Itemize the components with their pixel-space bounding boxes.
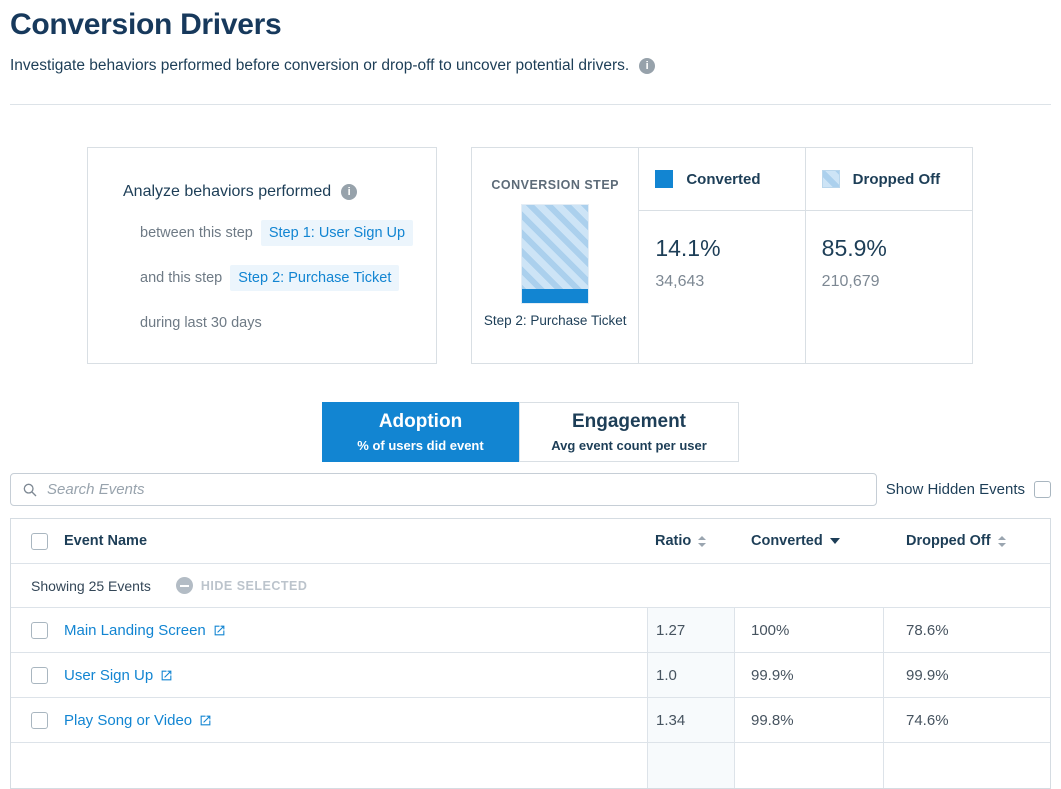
step2-pill[interactable]: Step 2: Purchase Ticket: [230, 265, 400, 291]
row-checkbox[interactable]: [31, 711, 48, 729]
external-link-icon: [161, 670, 172, 680]
ratio-value: 1.0: [647, 653, 735, 697]
hide-selected-label: HIDE SELECTED: [200, 578, 308, 593]
column-header-ratio[interactable]: Ratio: [647, 533, 735, 549]
search-icon: [23, 483, 37, 496]
during-label: during last 30 days: [140, 315, 262, 331]
metric-tabs: Adoption % of users did event Engagement…: [0, 402, 1061, 462]
event-name: Play Song or Video: [64, 711, 193, 729]
converted-value: 100%: [735, 608, 884, 652]
info-icon[interactable]: i: [341, 184, 358, 200]
sort-icon: [698, 535, 707, 547]
converted-stat-section: Converted 14.1% 34,643: [639, 148, 806, 363]
conversion-step-name: Step 2: Purchase Ticket: [483, 313, 627, 328]
event-link[interactable]: Main Landing Screen: [64, 622, 226, 639]
dropped-value: 99.9%: [906, 666, 949, 684]
tab-engagement-label: Engagement: [571, 411, 687, 432]
converted-value: 99.9%: [735, 653, 884, 697]
table-row: [11, 743, 1050, 788]
info-icon[interactable]: i: [639, 58, 656, 74]
column-header-dropped-off[interactable]: Dropped Off: [884, 533, 1050, 549]
conversion-step-panel: CONVERSION STEP Step 2: Purchase Ticket …: [471, 147, 973, 364]
tab-adoption-label: Adoption: [378, 411, 463, 432]
table-row: Main Landing Screen 1.27 100% 78.6%: [11, 608, 1050, 653]
sort-desc-icon: [829, 538, 840, 544]
converted-legend-label: Converted: [686, 170, 761, 188]
and-step-label: and this step: [140, 270, 223, 286]
converted-header-label: Converted: [751, 533, 823, 549]
tab-adoption-sublabel: % of users did event: [357, 438, 484, 453]
analyze-panel-title: Analyze behaviors performed: [123, 183, 332, 200]
column-header-converted[interactable]: Converted: [735, 533, 884, 549]
page-title: Conversion Drivers: [10, 8, 282, 41]
table-row: User Sign Up 1.0 99.9% 99.9%: [11, 653, 1050, 698]
select-all-checkbox[interactable]: [31, 532, 48, 550]
conversion-step-section: CONVERSION STEP Step 2: Purchase Ticket: [472, 148, 640, 363]
dropped-legend-label: Dropped Off: [852, 170, 941, 188]
show-hidden-events-checkbox[interactable]: [1034, 481, 1051, 498]
step1-pill[interactable]: Step 1: User Sign Up: [260, 220, 414, 246]
header-divider: [10, 104, 1051, 105]
table-header-row: Event Name Ratio Converted Dropped Off: [11, 519, 1050, 564]
dropped-count: 210,679: [821, 273, 880, 290]
event-link[interactable]: Play Song or Video: [64, 712, 212, 729]
between-step-label: between this step: [140, 225, 253, 241]
column-header-event-name[interactable]: Event Name: [64, 533, 148, 549]
dropped-value: 78.6%: [906, 621, 949, 639]
sort-icon: [997, 535, 1006, 547]
event-name: User Sign Up: [64, 666, 154, 684]
ratio-header-label: Ratio: [655, 533, 692, 549]
page-subtitle: Investigate behaviors performed before c…: [10, 57, 630, 74]
table-toolbar-row: Showing 25 Events HIDE SELECTED: [11, 564, 1050, 608]
conversion-step-label: CONVERSION STEP: [491, 178, 619, 192]
converted-value: 99.8%: [735, 698, 884, 742]
show-hidden-events-label: Show Hidden Events: [885, 481, 1025, 498]
analyze-behaviors-panel: Analyze behaviors performed i between th…: [87, 147, 437, 364]
tab-engagement[interactable]: Engagement Avg event count per user: [519, 402, 739, 462]
hide-selected-button[interactable]: HIDE SELECTED: [175, 577, 308, 594]
event-link[interactable]: User Sign Up: [64, 667, 173, 684]
dropped-swatch-icon: [821, 170, 840, 188]
converted-swatch-icon: [655, 170, 674, 188]
dropped-header-label: Dropped Off: [906, 533, 991, 549]
tab-engagement-sublabel: Avg event count per user: [551, 438, 707, 453]
showing-events-count: Showing 25 Events: [31, 577, 151, 594]
dropped-percent: 85.9%: [821, 235, 887, 261]
conversion-bar-chart: [521, 204, 590, 304]
row-checkbox[interactable]: [31, 666, 48, 684]
row-checkbox[interactable]: [31, 621, 48, 639]
ratio-value: 1.27: [647, 608, 735, 652]
conversion-bar-converted-segment: [522, 289, 589, 303]
external-link-icon: [200, 715, 211, 725]
events-table: Event Name Ratio Converted Dropped Off S…: [10, 518, 1051, 789]
table-row: Play Song or Video 1.34 99.8% 74.6%: [11, 698, 1050, 743]
dropped-value: 74.6%: [906, 711, 949, 729]
event-name: Main Landing Screen: [64, 621, 206, 639]
search-events-box: [10, 473, 877, 506]
hide-icon: [175, 577, 193, 594]
converted-percent: 14.1%: [655, 235, 721, 261]
ratio-value: 1.34: [647, 698, 735, 742]
dropped-stat-section: Dropped Off 85.9% 210,679: [805, 148, 972, 363]
tab-adoption[interactable]: Adoption % of users did event: [322, 402, 519, 462]
search-events-input[interactable]: [47, 481, 876, 498]
external-link-icon: [214, 625, 225, 635]
converted-count: 34,643: [655, 273, 705, 290]
page-header: Conversion Drivers Investigate behaviors…: [0, 0, 1061, 75]
